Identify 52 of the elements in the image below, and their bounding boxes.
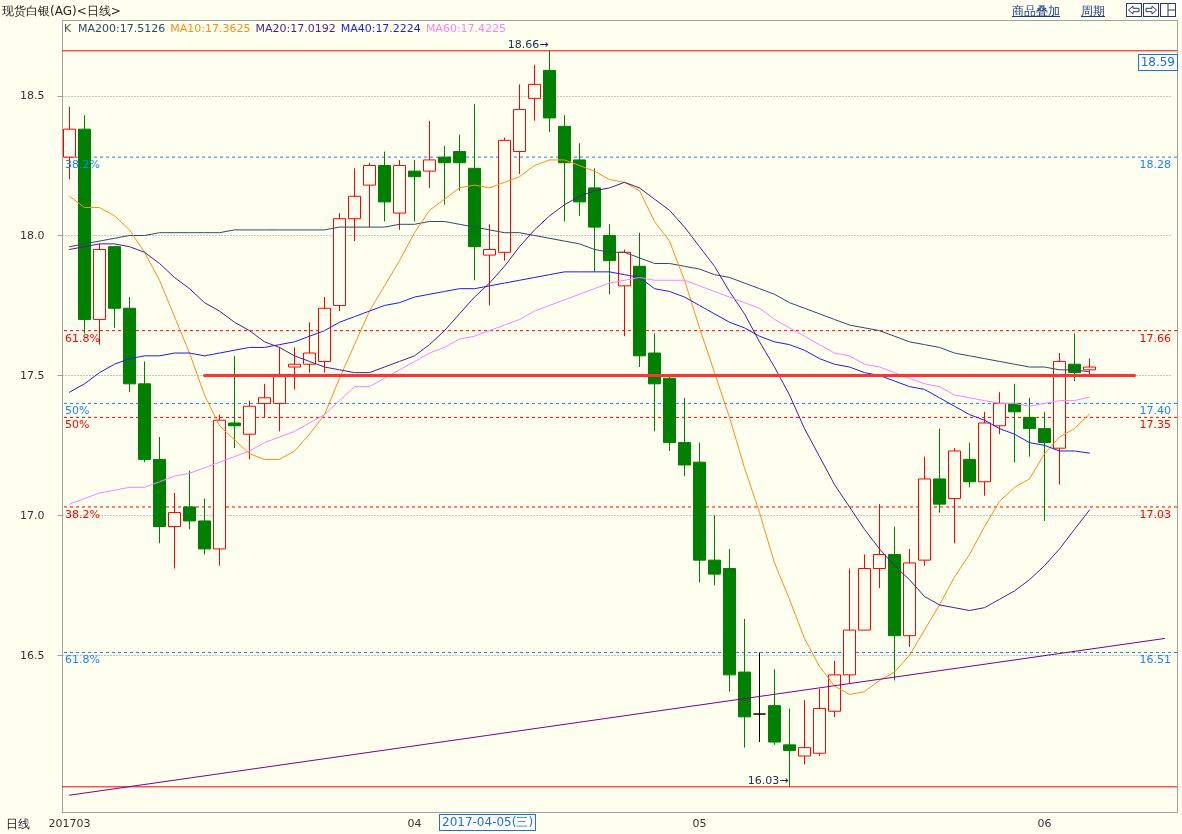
text: MA20:17.0192 — [255, 22, 336, 35]
chart-title: 现货白银(AG)<日线> — [2, 3, 121, 20]
candlestick — [348, 167, 361, 242]
annotation: 38.2% — [65, 507, 100, 521]
ref-line-label: 17.66 — [1139, 331, 1171, 345]
candlestick — [708, 514, 721, 586]
candlestick — [288, 346, 301, 390]
text: MA200:17.5126 — [78, 22, 166, 35]
annotation: 16.03→ — [747, 773, 789, 787]
text: 商品叠加 — [1012, 3, 1060, 20]
candlestick — [963, 442, 976, 488]
annotation: 18.66→ — [507, 37, 549, 51]
annotation: 61.8% — [65, 653, 100, 667]
annotation: K — [64, 22, 72, 35]
candlestick — [528, 64, 541, 122]
annotation: 61.8% — [65, 331, 100, 345]
candlestick — [753, 651, 766, 743]
text: 2017-04-05(三) — [439, 814, 537, 831]
annotation: 18.59 — [1137, 54, 1178, 71]
candlestick — [228, 355, 241, 449]
ref-line-label: 18.28 — [1139, 158, 1171, 172]
candlestick — [363, 162, 376, 228]
text: MA40:17.2224 — [340, 22, 421, 35]
candlestick — [1038, 411, 1051, 522]
candlestick — [678, 397, 691, 477]
ref-line-label: 17.35 — [1139, 418, 1171, 432]
text: MA60:17.4225 — [425, 22, 507, 35]
candlestick — [438, 145, 451, 206]
x-tick-label: 06 — [1037, 816, 1052, 830]
candlestick — [798, 699, 811, 765]
y-tick-label: 17.0 — [20, 508, 45, 522]
annotation: 50% — [65, 418, 90, 432]
ref-line-label: 17.03 — [1139, 507, 1171, 521]
y-tick-label: 16.5 — [20, 648, 45, 662]
annotation: 50% — [65, 404, 90, 418]
candlestick — [453, 134, 466, 192]
candlestick — [183, 470, 196, 530]
text: MA10:17.3625 — [170, 22, 251, 35]
x-tick-label: 05 — [692, 816, 707, 830]
ref-line-label: 16.51 — [1139, 653, 1171, 667]
x-axis-title: 日线 — [6, 816, 30, 833]
candlestick — [1023, 397, 1036, 458]
y-tick-label: 17.5 — [20, 368, 45, 382]
candlestick — [423, 120, 436, 189]
text: 周期 — [1081, 3, 1105, 20]
x-tick-label: 04 — [407, 816, 422, 830]
candlestick — [483, 223, 496, 306]
ref-line-label: 17.40 — [1139, 404, 1171, 418]
x-tick-label: 201703 — [48, 816, 91, 830]
candlestick — [408, 159, 421, 222]
y-tick-label: 18.5 — [20, 89, 45, 103]
y-tick-label: 18.0 — [20, 228, 45, 242]
